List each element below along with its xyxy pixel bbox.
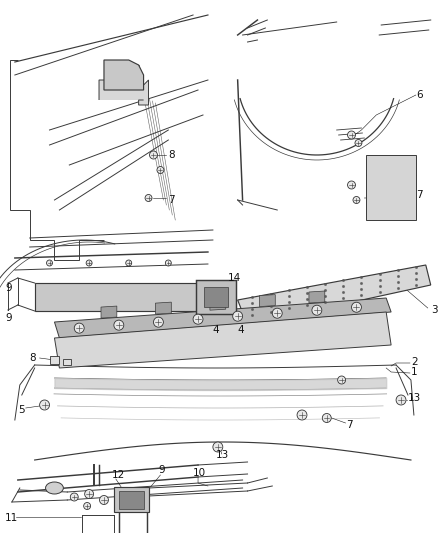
Bar xyxy=(64,359,71,365)
Polygon shape xyxy=(210,298,226,310)
Circle shape xyxy=(114,320,124,330)
Bar xyxy=(49,356,60,364)
Text: 9: 9 xyxy=(5,313,11,323)
Circle shape xyxy=(193,314,203,324)
Circle shape xyxy=(85,489,94,498)
Circle shape xyxy=(99,496,109,505)
Bar xyxy=(119,491,144,509)
Circle shape xyxy=(84,503,91,510)
Circle shape xyxy=(297,410,307,420)
Circle shape xyxy=(396,395,406,405)
Polygon shape xyxy=(309,291,325,303)
Circle shape xyxy=(352,302,361,312)
Bar xyxy=(366,155,416,220)
Text: 3: 3 xyxy=(431,305,438,315)
Text: 5: 5 xyxy=(18,405,25,415)
Bar xyxy=(35,283,208,311)
Bar xyxy=(204,287,228,307)
Text: 13: 13 xyxy=(216,450,229,460)
Text: 7: 7 xyxy=(168,195,175,205)
Polygon shape xyxy=(259,295,275,306)
Circle shape xyxy=(233,311,243,321)
Circle shape xyxy=(149,151,157,159)
Text: 8: 8 xyxy=(30,353,36,363)
Circle shape xyxy=(353,197,360,204)
Polygon shape xyxy=(155,302,171,314)
Circle shape xyxy=(126,260,132,266)
Circle shape xyxy=(74,323,84,333)
Text: 6: 6 xyxy=(416,90,423,100)
Ellipse shape xyxy=(46,482,64,494)
Text: 13: 13 xyxy=(408,393,421,403)
Text: 1: 1 xyxy=(411,367,417,377)
Polygon shape xyxy=(99,80,148,105)
Text: 2: 2 xyxy=(411,357,417,367)
Polygon shape xyxy=(238,265,431,325)
Circle shape xyxy=(312,305,322,315)
Text: 8: 8 xyxy=(168,150,175,160)
Bar xyxy=(114,487,148,512)
Text: 4: 4 xyxy=(238,325,244,335)
Polygon shape xyxy=(101,306,117,318)
Polygon shape xyxy=(54,312,391,368)
Circle shape xyxy=(322,414,331,423)
Circle shape xyxy=(213,442,223,452)
Polygon shape xyxy=(104,60,144,90)
Text: 10: 10 xyxy=(193,468,206,478)
Circle shape xyxy=(166,260,171,266)
Text: 9: 9 xyxy=(159,465,165,475)
Text: 4: 4 xyxy=(213,325,219,335)
Text: 14: 14 xyxy=(228,273,241,283)
Circle shape xyxy=(71,493,78,501)
Text: 11: 11 xyxy=(5,513,18,523)
Circle shape xyxy=(348,131,356,139)
Circle shape xyxy=(46,260,53,266)
Circle shape xyxy=(338,376,346,384)
Circle shape xyxy=(157,166,164,174)
Circle shape xyxy=(39,400,49,410)
Bar xyxy=(196,280,236,314)
Circle shape xyxy=(86,260,92,266)
Circle shape xyxy=(355,140,362,147)
Text: 7: 7 xyxy=(416,190,423,200)
Polygon shape xyxy=(54,298,391,338)
Circle shape xyxy=(272,308,282,318)
Text: 12: 12 xyxy=(112,470,125,480)
Text: 9: 9 xyxy=(5,283,11,293)
Text: 7: 7 xyxy=(346,420,353,430)
Circle shape xyxy=(153,317,163,327)
Circle shape xyxy=(145,195,152,201)
Circle shape xyxy=(348,181,356,189)
